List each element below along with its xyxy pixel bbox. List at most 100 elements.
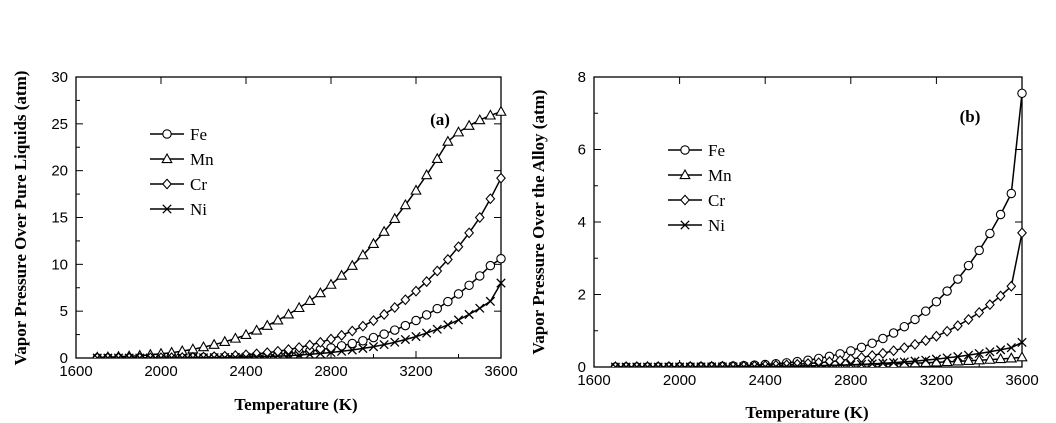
data-point-cr-a <box>368 315 379 327</box>
data-point-fe-a <box>379 329 389 339</box>
legend-marker-mn-a <box>161 152 173 164</box>
data-point-fe-a <box>421 310 432 320</box>
data-point-ni-b <box>814 361 824 367</box>
data-point-mn-a <box>452 126 465 137</box>
data-point-ni-a <box>124 353 134 358</box>
data-point-cr-b <box>942 325 953 337</box>
data-point-ni-b <box>653 362 663 367</box>
data-point-ni-b <box>728 362 738 367</box>
series-mn-a <box>93 105 507 358</box>
data-point-cr-a <box>379 308 390 320</box>
data-point-fe-b <box>995 209 1006 220</box>
data-point-mn-a <box>442 135 454 146</box>
data-point-ni-a <box>315 348 326 358</box>
data-point-ni-b <box>685 362 695 367</box>
data-point-ni-a <box>241 352 251 358</box>
data-point-cr-a <box>209 351 220 358</box>
data-point-ni-a <box>305 349 315 358</box>
data-point-ni-a <box>113 353 124 358</box>
data-point-ni-b <box>921 355 931 365</box>
data-point-ni-b <box>707 362 717 367</box>
panel-label-b: (b) <box>960 107 981 126</box>
data-point-ni-a <box>432 324 442 334</box>
legend-b: Fe Mn Cr Ni <box>668 141 732 235</box>
data-point-cr-b <box>1017 227 1027 239</box>
data-point-mn-a <box>240 328 252 340</box>
legend-marker-fe-b <box>680 145 690 155</box>
data-point-ni-b <box>664 362 674 367</box>
data-point-ni-a <box>283 350 294 358</box>
data-point-mn-b <box>984 353 996 364</box>
y-tick-label-b: 2 <box>578 287 586 304</box>
x-axis-title-a: Temperature (K) <box>234 395 357 414</box>
data-point-cr-b <box>631 361 642 367</box>
data-point-cr-a <box>304 339 315 351</box>
data-point-ni-a <box>485 296 496 306</box>
data-point-fe-a <box>358 336 368 346</box>
data-point-fe-b <box>920 306 931 316</box>
y-tick-label-b: 6 <box>578 142 586 159</box>
data-point-mn-b <box>973 354 985 365</box>
data-point-fe-a <box>400 320 411 331</box>
x-tick-label-b: 3200 <box>920 372 953 389</box>
data-point-cr-a <box>92 352 103 358</box>
data-point-ni-b <box>899 357 909 367</box>
data-point-cr-a <box>315 336 326 348</box>
data-point-cr-a <box>485 193 496 205</box>
data-point-cr-a <box>464 227 475 239</box>
data-point-mn-a <box>410 184 422 195</box>
data-point-ni-a <box>209 352 219 358</box>
data-point-fe-a <box>347 338 357 349</box>
data-point-cr-b <box>910 338 920 350</box>
data-point-ni-a <box>400 334 411 345</box>
data-point-ni-a <box>379 339 389 350</box>
data-point-ni-b <box>1006 343 1016 353</box>
data-point-mn-a <box>389 212 401 223</box>
data-point-fe-b <box>942 286 952 296</box>
data-point-ni-a <box>390 337 400 347</box>
data-point-mn-a <box>325 278 337 289</box>
data-point-cr-a <box>400 294 411 306</box>
data-point-cr-b <box>803 358 813 367</box>
data-point-ni-a <box>294 350 304 358</box>
data-point-fe-a <box>474 271 485 281</box>
data-point-cr-b <box>706 361 717 367</box>
data-point-cr-b <box>931 330 942 342</box>
data-point-cr-b <box>920 335 931 347</box>
data-point-cr-a <box>326 333 336 345</box>
x-tick-label-b: 2400 <box>749 372 782 389</box>
legend-label-ni-a: Ni <box>190 200 207 219</box>
data-point-cr-b <box>877 347 888 359</box>
data-point-fe-a <box>326 343 336 353</box>
data-point-fe-b <box>1017 88 1027 99</box>
data-point-ni-b <box>674 362 685 367</box>
data-point-fe-b <box>931 296 942 307</box>
y-tick-label-b: 0 <box>578 359 586 376</box>
data-point-mn-b <box>1016 351 1028 362</box>
data-point-cr-b <box>717 361 728 367</box>
data-point-ni-a <box>188 353 198 358</box>
data-point-fe-b <box>953 274 963 284</box>
panel-label-a: (a) <box>430 110 450 129</box>
data-point-cr-b <box>995 290 1006 302</box>
data-point-cr-a <box>411 285 421 297</box>
data-point-ni-a <box>262 351 272 358</box>
y-tick-label-a: 15 <box>51 210 68 227</box>
data-point-mn-a <box>346 259 358 270</box>
data-point-cr-b <box>963 313 974 326</box>
data-point-mn-a <box>484 109 497 120</box>
y-tick-label-a: 0 <box>60 350 68 367</box>
data-point-fe-a <box>389 325 400 335</box>
data-point-cr-a <box>432 265 443 277</box>
data-point-fe-b <box>867 338 877 349</box>
data-point-mn-a <box>314 286 327 298</box>
legend-label-fe-a: Fe <box>190 125 207 144</box>
y-axis-title-b: Vapor Pressure Over the Alloy (atm) <box>529 90 548 355</box>
data-point-ni-a <box>103 353 113 358</box>
data-point-cr-a <box>124 352 135 358</box>
data-point-ni-b <box>781 361 792 367</box>
data-point-mn-a <box>293 301 305 313</box>
data-point-fe-a <box>453 289 464 299</box>
y-tick-label-a: 30 <box>51 69 68 86</box>
data-point-fe-b <box>985 228 995 239</box>
